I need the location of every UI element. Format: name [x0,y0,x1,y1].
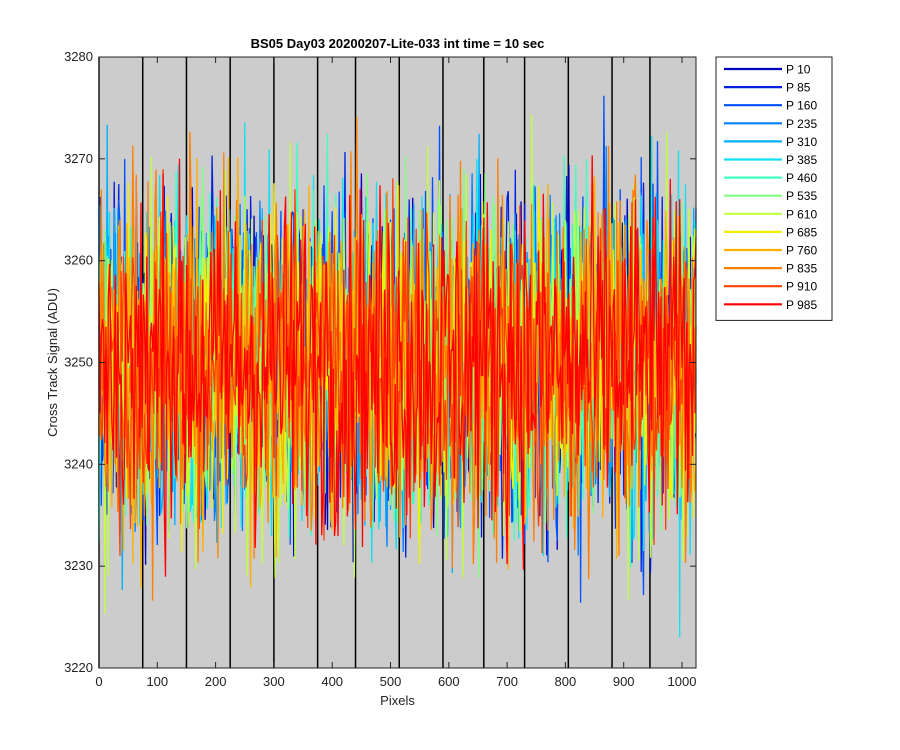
y-tick-label: 3260 [64,253,93,268]
y-tick-label: 3250 [64,355,93,370]
legend-entry: P 235 [786,117,817,131]
x-tick-label: 800 [555,674,577,689]
series-lines [98,95,697,638]
legend-entry: P 535 [786,189,817,203]
legend-entry: P 760 [786,244,817,258]
legend-entry: P 835 [786,262,817,276]
chart-title: BS05 Day03 20200207-Lite-033 int time = … [251,36,545,51]
y-tick-label: 3240 [64,456,93,471]
x-tick-label: 100 [146,674,168,689]
x-tick-label: 600 [438,674,460,689]
legend: P 10 P 85 P 160 P 235 P 310 P 385 P 460 P 535 P … [715,56,833,321]
y-tick-label: 3280 [64,49,93,64]
x-axis: 0 100 200 300 400 500 600 700 800 900 1000 [95,57,696,689]
legend-entry: P 160 [786,99,817,113]
legend-entry: P 460 [786,171,817,185]
legend-entry: P 10 [786,63,811,77]
x-tick-label: 200 [205,674,227,689]
x-tick-label: 1000 [668,674,697,689]
y-tick-label: 3230 [64,558,93,573]
y-axis: 3220 3230 3240 3250 3260 3270 3280 [64,49,696,675]
x-tick-label: 700 [496,674,518,689]
x-tick-label: 900 [613,674,635,689]
y-tick-label: 3270 [64,151,93,166]
x-axis-label: Pixels [380,693,415,708]
legend-entry: P 610 [786,207,817,221]
legend-entry: P 910 [786,280,817,294]
legend-entry: P 310 [786,135,817,149]
legend-entry: P 685 [786,225,817,239]
legend-entry: P 985 [786,298,817,312]
y-axis-label: Cross Track Signal (ADU) [45,288,60,437]
legend-entry: P 85 [786,81,811,95]
x-tick-label: 0 [95,674,102,689]
legend-box [715,56,833,321]
legend-entry: P 385 [786,153,817,167]
series-line-p835 [98,116,697,601]
series-line-p985 [98,155,697,577]
x-tick-label: 500 [380,674,402,689]
x-tick-label: 300 [263,674,285,689]
y-tick-label: 3220 [64,660,93,675]
x-tick-label: 400 [321,674,343,689]
